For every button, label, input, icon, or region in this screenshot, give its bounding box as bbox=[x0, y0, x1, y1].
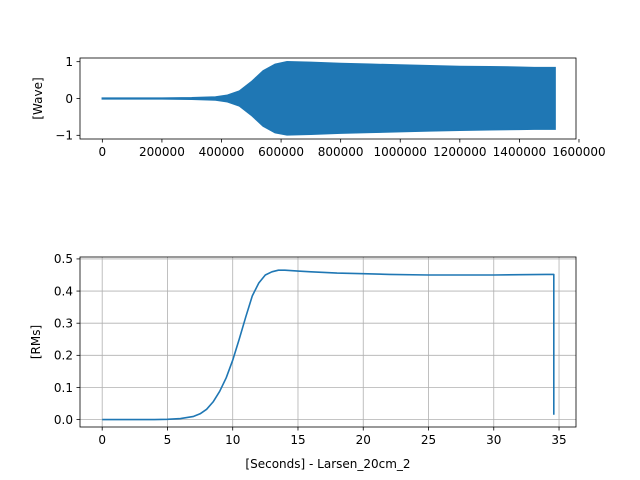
x-tick-label: 1400000 bbox=[493, 145, 546, 159]
y-tick-label: 0.1 bbox=[54, 381, 73, 395]
y-tick-label: 0.5 bbox=[54, 252, 73, 266]
y-tick-label: 1 bbox=[65, 55, 73, 69]
rms-chart: 0 5 10 15 20 25 30 35 0.00.10.20.30.40.5 [RMs] … bbox=[29, 252, 577, 471]
y-tick-label: 0.0 bbox=[54, 413, 73, 427]
x-tick-label: 25 bbox=[421, 433, 436, 447]
x-tick-label: 0 bbox=[99, 145, 107, 159]
x-tick-label: 0 bbox=[98, 433, 106, 447]
y-tick-label: −1 bbox=[55, 129, 73, 143]
rms-x-axis: 0 5 10 15 20 25 30 35 bbox=[98, 427, 567, 447]
x-tick-label: 5 bbox=[164, 433, 172, 447]
rms-series-line bbox=[102, 269, 555, 421]
x-tick-label: 15 bbox=[290, 433, 305, 447]
y-tick-label: 0.3 bbox=[54, 317, 73, 331]
y-tick-label: 0.4 bbox=[54, 284, 73, 298]
x-tick-label: 1600000 bbox=[552, 145, 605, 159]
y-tick-label: 0 bbox=[65, 92, 73, 106]
wave-series-fill bbox=[101, 60, 556, 136]
x-tick-label: 400000 bbox=[199, 145, 245, 159]
rms-plot-area bbox=[102, 269, 555, 421]
y-tick-label: 0.2 bbox=[54, 349, 73, 363]
x-tick-label: 200000 bbox=[139, 145, 185, 159]
x-tick-label: 20 bbox=[356, 433, 371, 447]
x-tick-label: 10 bbox=[225, 433, 240, 447]
rms-grid bbox=[80, 257, 576, 427]
x-tick-label: 600000 bbox=[258, 145, 304, 159]
rms-axes-frame bbox=[79, 256, 577, 428]
x-tick-label: 35 bbox=[551, 433, 566, 447]
rms-y-axis-label: [RMs] bbox=[29, 325, 43, 359]
wave-x-axis: 0 200000 400000 600000 800000 1000000 1200000 1… bbox=[99, 139, 606, 159]
rms-x-axis-label: [Seconds] - Larsen_20cm_2 bbox=[245, 457, 410, 471]
wave-plot-area bbox=[101, 60, 556, 136]
x-tick-label: 30 bbox=[486, 433, 501, 447]
wave-y-axis: −1 0 1 bbox=[55, 55, 80, 143]
x-tick-label: 1200000 bbox=[433, 145, 486, 159]
x-tick-label: 800000 bbox=[318, 145, 364, 159]
rms-y-axis: 0.0 0.1 0.2 0.3 0.4 0.5 bbox=[54, 252, 80, 427]
x-tick-label: 1000000 bbox=[374, 145, 427, 159]
wave-chart: 0 200000 400000 600000 800000 1000000 1200000 1… bbox=[31, 55, 606, 159]
wave-y-axis-label: [Wave] bbox=[31, 77, 45, 119]
